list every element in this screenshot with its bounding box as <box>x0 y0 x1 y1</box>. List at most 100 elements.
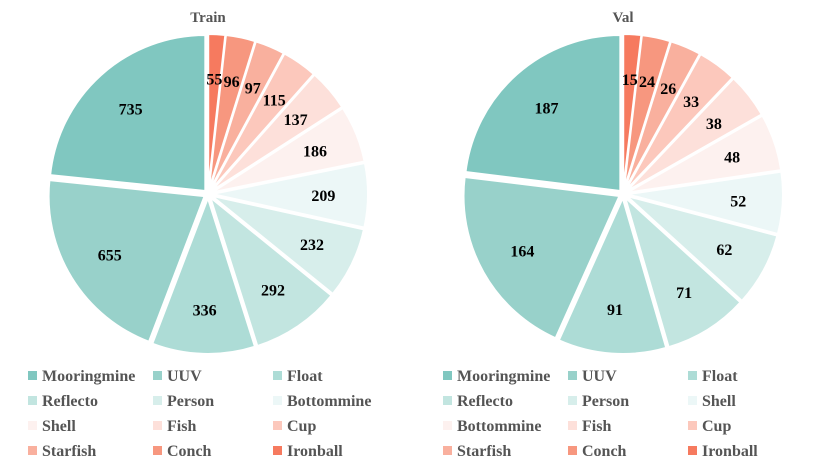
legend-label-val-mooringmine: Mooringmine <box>457 368 550 385</box>
slice-label-val-conch: 24 <box>639 74 655 91</box>
pie-slice-train-uuv <box>47 179 206 344</box>
slices-train <box>47 33 369 355</box>
legend-label-train-float: Float <box>287 368 323 385</box>
legend-swatch-val-conch <box>568 446 577 455</box>
legend-label-train-reflecto: Reflecto <box>42 393 98 410</box>
slice-label-train-reflecto: 292 <box>261 282 285 299</box>
slice-label-val-starfish: 26 <box>660 81 676 98</box>
slice-label-val-mooringmine: 187 <box>535 101 559 118</box>
slice-label-val-reflecto: 71 <box>676 285 692 302</box>
slice-label-val-fish: 38 <box>706 116 722 133</box>
slice-label-val-shell: 52 <box>730 193 746 210</box>
pie-slice-val-person <box>625 194 779 303</box>
legend-swatch-val-fish <box>568 421 577 430</box>
pie-slice-val-ironball <box>622 33 643 191</box>
legend-swatch-train-mooringmine <box>28 371 37 380</box>
pie-slice-train-reflecto <box>208 194 333 348</box>
legend-swatch-train-uuv <box>153 371 162 380</box>
pie-slice-val-bottommine <box>626 114 783 194</box>
legend-swatch-train-bottommine <box>273 396 282 405</box>
pie-slice-train-fish <box>210 73 344 193</box>
pie-slice-train-ironball <box>207 33 227 191</box>
pie-chart-train: Train 735655336292232209186137115979655 … <box>28 10 371 460</box>
pie-slice-train-person <box>210 194 366 296</box>
legend-label-train-conch: Conch <box>167 443 212 460</box>
pie-slice-train-bottommine <box>211 161 369 229</box>
legend-label-train-person: Person <box>167 393 214 410</box>
legend-swatch-val-ironball <box>688 446 697 455</box>
legend-swatch-val-reflecto <box>443 396 452 405</box>
legend-label-train-shell: Shell <box>42 418 76 435</box>
slice-label-train-conch: 96 <box>224 74 240 91</box>
slice-label-val-cup: 33 <box>683 94 699 111</box>
legend-label-val-float: Float <box>702 368 738 385</box>
legend-label-train-mooringmine: Mooringmine <box>42 368 135 385</box>
legend-swatch-val-bottommine <box>443 421 452 430</box>
slice-label-train-shell: 186 <box>303 144 327 161</box>
legend-label-val-shell: Shell <box>702 393 736 410</box>
legend-swatch-val-starfish <box>443 446 452 455</box>
slice-label-train-starfish: 97 <box>245 81 261 98</box>
legend-swatch-val-uuv <box>568 371 577 380</box>
legend-label-train-bottommine: Bottommine <box>287 393 371 410</box>
legend-label-train-starfish: Starfish <box>42 443 96 460</box>
legend-label-val-bottommine: Bottommine <box>457 418 541 435</box>
slice-label-train-mooringmine: 735 <box>119 101 143 118</box>
legend-swatch-train-float <box>273 371 282 380</box>
legend-swatch-val-mooringmine <box>443 371 452 380</box>
pie-slice-val-float <box>557 195 668 355</box>
pie-slice-train-shell <box>211 106 366 194</box>
slices-val <box>462 33 784 355</box>
slice-label-train-uuv: 655 <box>98 248 122 265</box>
chart-title-train: Train <box>190 10 226 26</box>
legend-label-val-cup: Cup <box>702 418 731 435</box>
legend-swatch-train-fish <box>153 421 162 430</box>
slice-label-train-fish: 137 <box>284 112 308 129</box>
legend-swatch-train-starfish <box>28 446 37 455</box>
slice-label-train-bottommine: 209 <box>311 188 335 205</box>
pie-slice-val-uuv <box>462 175 621 340</box>
pie-slice-val-mooringmine <box>464 34 622 193</box>
pie-slice-train-mooringmine <box>49 34 207 193</box>
slice-label-train-person: 232 <box>300 237 324 254</box>
legend-label-train-cup: Cup <box>287 418 316 435</box>
slice-label-val-ironball: 15 <box>622 72 638 89</box>
slice-label-train-cup: 115 <box>263 92 286 109</box>
legend-swatch-train-shell <box>28 421 37 430</box>
legend-train: Mooringmine UUV Float Reflecto Person Bottomm… <box>28 368 371 460</box>
slice-label-val-float: 91 <box>607 302 623 319</box>
legend-swatch-train-person <box>153 396 162 405</box>
slice-label-val-bottommine: 48 <box>724 149 740 166</box>
legend-label-train-uuv: UUV <box>167 368 202 385</box>
legend-swatch-train-ironball <box>273 446 282 455</box>
legend-swatch-train-conch <box>153 446 162 455</box>
legend-label-val-starfish: Starfish <box>457 443 511 460</box>
legend-swatch-val-cup <box>688 421 697 430</box>
legend-swatch-val-person <box>568 396 577 405</box>
slice-label-val-person: 62 <box>716 242 732 259</box>
legend-swatch-val-shell <box>688 396 697 405</box>
pie-slice-val-reflecto <box>623 194 742 349</box>
chart-title-val: Val <box>612 10 633 26</box>
slice-label-train-ironball: 55 <box>206 72 222 89</box>
legend-swatch-train-cup <box>273 421 282 430</box>
legend-swatch-val-float <box>688 371 697 380</box>
legend-label-val-uuv: UUV <box>582 368 617 385</box>
slice-label-train-float: 336 <box>193 302 217 319</box>
legend-swatch-train-reflecto <box>28 396 37 405</box>
pie-slice-val-shell <box>626 170 784 236</box>
legend-label-val-ironball: Ironball <box>702 443 758 460</box>
legend-label-train-ironball: Ironball <box>287 443 343 460</box>
legend-val: Mooringmine UUV Float Reflecto Person Shell Bo… <box>443 368 758 460</box>
legend-label-val-reflecto: Reflecto <box>457 393 513 410</box>
legend-label-val-conch: Conch <box>582 443 627 460</box>
pie-slice-train-float <box>150 194 257 355</box>
slice-label-val-uuv: 164 <box>510 244 534 261</box>
legend-label-val-fish: Fish <box>582 418 611 435</box>
legend-label-train-fish: Fish <box>167 418 196 435</box>
pie-slice-val-fish <box>625 76 764 193</box>
